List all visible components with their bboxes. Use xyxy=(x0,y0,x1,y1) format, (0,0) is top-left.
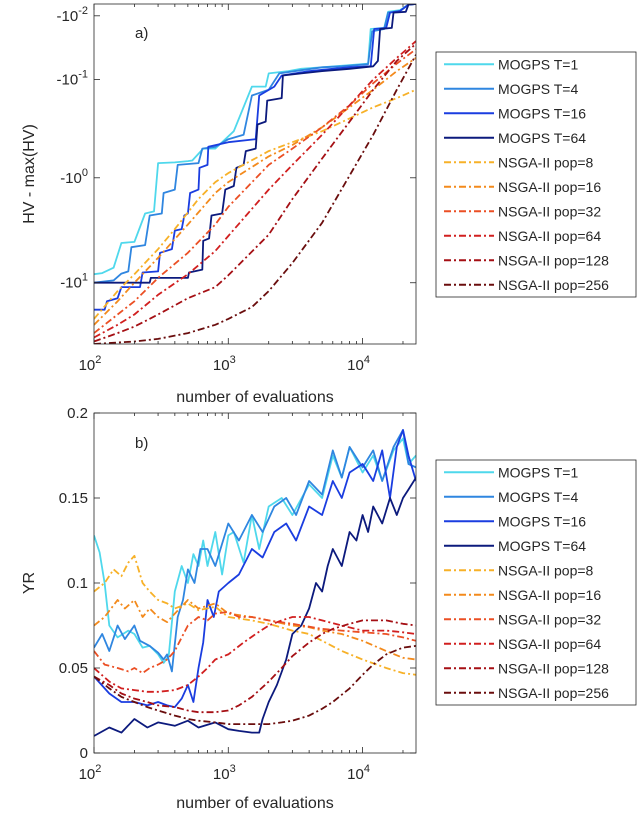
series-line-4 xyxy=(94,4,416,284)
y-axis-label: HV - max(HV) xyxy=(21,124,38,224)
legend-entry: NSGA-II pop=32 xyxy=(498,203,601,219)
legend: MOGPS T=1 MOGPS T=4 MOGPS T=16 MOGPS T=64 NS… xyxy=(435,459,637,706)
legend-entry: NSGA-II pop=32 xyxy=(498,611,601,627)
legend-entry: NSGA-II pop=8 xyxy=(498,562,594,578)
series-line-3 xyxy=(94,4,416,311)
legend-box xyxy=(435,51,637,298)
legend-entry: MOGPS T=16 xyxy=(498,513,586,529)
panel-label: b) xyxy=(135,435,148,452)
y-axis-label: YR xyxy=(21,572,38,594)
series-line-2 xyxy=(94,4,416,284)
y-axis: -10-2 -10-1 -100 -101 xyxy=(57,5,416,292)
y-tick-label: -10-2 xyxy=(57,5,88,25)
series-line-7 xyxy=(94,611,416,674)
series-line-9 xyxy=(94,619,416,714)
legend-entry: MOGPS T=4 xyxy=(498,81,578,97)
series-line-10 xyxy=(94,645,416,725)
x-tick-label: 103 xyxy=(213,763,236,783)
legend-entry: NSGA-II pop=256 xyxy=(498,685,609,701)
legend-entry: NSGA-II pop=256 xyxy=(498,277,609,293)
y-tick-label: -101 xyxy=(60,272,88,292)
series-line-10 xyxy=(94,54,416,344)
legend: MOGPS T=1 MOGPS T=4 MOGPS T=16 MOGPS T=64 NS… xyxy=(435,51,637,298)
axes-box xyxy=(93,3,417,345)
panel-label: a) xyxy=(135,25,148,42)
x-axis: 102 103 104 xyxy=(79,413,404,783)
series-line-8 xyxy=(94,616,416,693)
legend-entry: NSGA-II pop=128 xyxy=(498,252,609,268)
legend-entry: MOGPS T=64 xyxy=(498,130,586,146)
series-line-5 xyxy=(94,88,416,320)
series-line-5 xyxy=(94,554,416,676)
panels: 102 103 104 -10-2 -10-1 -100 -101 number of eva… xyxy=(21,3,637,812)
x-axis-label: number of evaluations xyxy=(176,795,333,812)
y-tick-label: 0.05 xyxy=(59,660,88,677)
series-line-3 xyxy=(94,429,416,708)
y-tick-label: 0 xyxy=(80,745,88,762)
legend-entry: NSGA-II pop=64 xyxy=(498,636,601,652)
y-tick-label: 0.15 xyxy=(59,490,88,507)
x-axis-label: number of evaluations xyxy=(176,389,333,406)
series-line-9 xyxy=(94,43,416,343)
legend-box xyxy=(435,459,637,706)
series-line-2 xyxy=(94,429,416,673)
x-tick-label: 102 xyxy=(79,354,102,374)
series-line-4 xyxy=(94,477,416,737)
y-axis: 0 0.05 0.1 0.15 0.2 xyxy=(59,405,416,762)
series-line-6 xyxy=(94,599,416,661)
y-tick-label: 0.1 xyxy=(67,575,88,592)
legend-entry: NSGA-II pop=64 xyxy=(498,228,601,244)
chart-panel-2: 102 103 104 0 0.05 0.1 0.15 0.2 number of evalua… xyxy=(21,405,637,812)
series-line-6 xyxy=(94,57,416,326)
x-tick-label: 103 xyxy=(213,354,236,374)
chart-panel-1: 102 103 104 -10-2 -10-1 -100 -101 number of eva… xyxy=(21,3,637,406)
series-line-8 xyxy=(94,40,416,339)
series-line-7 xyxy=(94,48,416,334)
y-tick-label: -10-1 xyxy=(57,68,88,88)
series-line-1 xyxy=(94,437,416,664)
legend-entry: MOGPS T=1 xyxy=(498,464,578,480)
x-tick-label: 104 xyxy=(347,354,370,374)
legend-entry: MOGPS T=4 xyxy=(498,489,578,505)
series-group xyxy=(94,4,416,344)
legend-entry: MOGPS T=1 xyxy=(498,56,578,72)
x-tick-label: 104 xyxy=(347,763,370,783)
y-tick-label: 0.2 xyxy=(67,405,88,422)
x-tick-label: 102 xyxy=(79,763,102,783)
y-tick-label: -100 xyxy=(60,167,88,187)
series-group xyxy=(94,429,416,737)
legend-entry: NSGA-II pop=16 xyxy=(498,587,601,603)
legend-entry: MOGPS T=16 xyxy=(498,105,586,121)
legend-entry: NSGA-II pop=8 xyxy=(498,154,594,170)
x-axis: 102 103 104 xyxy=(79,4,404,374)
legend-entry: NSGA-II pop=128 xyxy=(498,660,609,676)
legend-entry: MOGPS T=64 xyxy=(498,538,586,554)
legend-entry: NSGA-II pop=16 xyxy=(498,179,601,195)
